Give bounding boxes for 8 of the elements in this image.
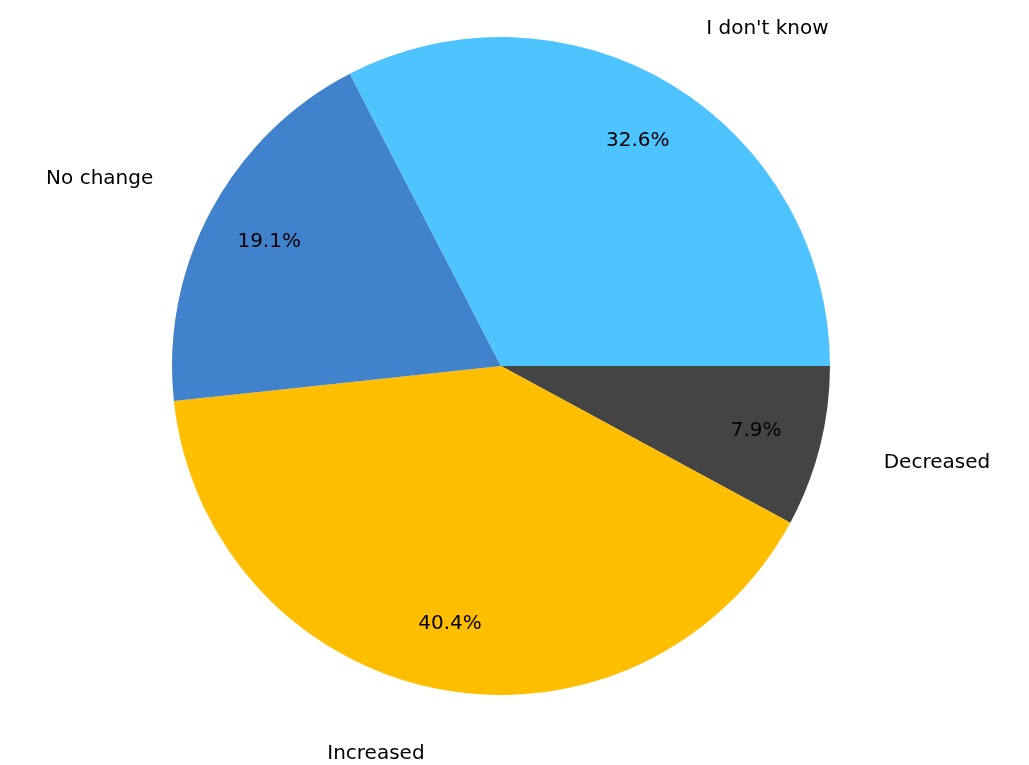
- slice-label: Decreased: [883, 449, 991, 474]
- data-label: 19.1%: [237, 227, 301, 252]
- slice-label: Increased: [327, 739, 425, 764]
- data-label: 40.4%: [418, 610, 482, 635]
- data-label: 7.9%: [730, 416, 782, 441]
- slice-label: I don't know: [706, 14, 829, 39]
- data-label: 32.6%: [606, 127, 670, 152]
- slice-label: No change: [46, 165, 154, 190]
